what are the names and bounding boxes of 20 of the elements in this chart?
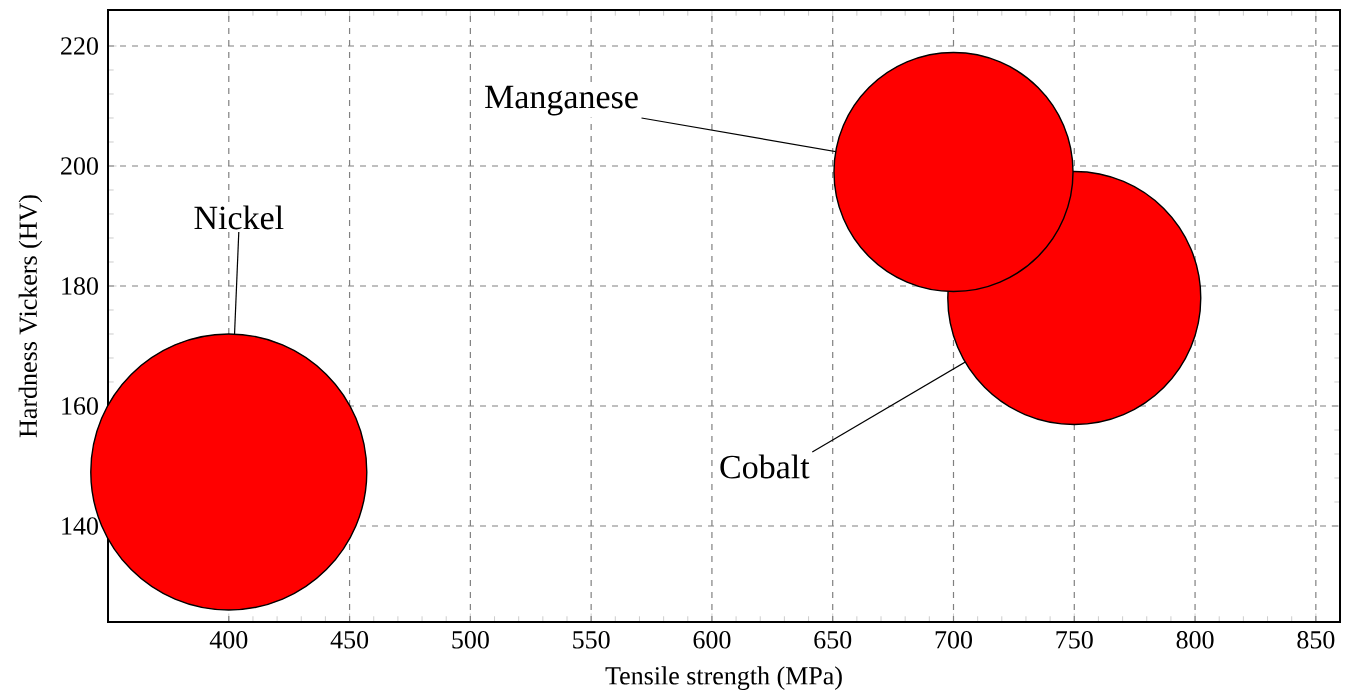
x-tick-label: 500	[452, 631, 489, 649]
x-tick-label: 800	[1176, 631, 1214, 649]
x-tick-label: 700	[935, 631, 973, 649]
x-tick-label: 400	[209, 631, 248, 649]
x-axis-title: Tensile strength (MPa)	[605, 666, 842, 690]
x-tick-label: 750	[1056, 631, 1093, 649]
y-tick-label: 160	[62, 397, 98, 415]
annotation: Manganese	[485, 85, 638, 116]
x-tick-label: 550	[573, 631, 610, 649]
x-tick-label: 650	[814, 631, 852, 649]
x-tick-label: 450	[330, 631, 369, 649]
y-tick-label: 180	[62, 277, 98, 295]
annotation: Nickel	[194, 205, 284, 230]
y-tick-label: 200	[61, 157, 98, 175]
y-tick-label: 140	[62, 517, 98, 535]
annotation: Cobalt	[720, 454, 810, 479]
y-tick-label: 220	[61, 37, 98, 55]
x-tick-label: 600	[693, 631, 731, 649]
x-tick-label: 850	[1297, 631, 1335, 649]
y-axis-title: Hardness Vickers (HV)	[18, 195, 43, 438]
